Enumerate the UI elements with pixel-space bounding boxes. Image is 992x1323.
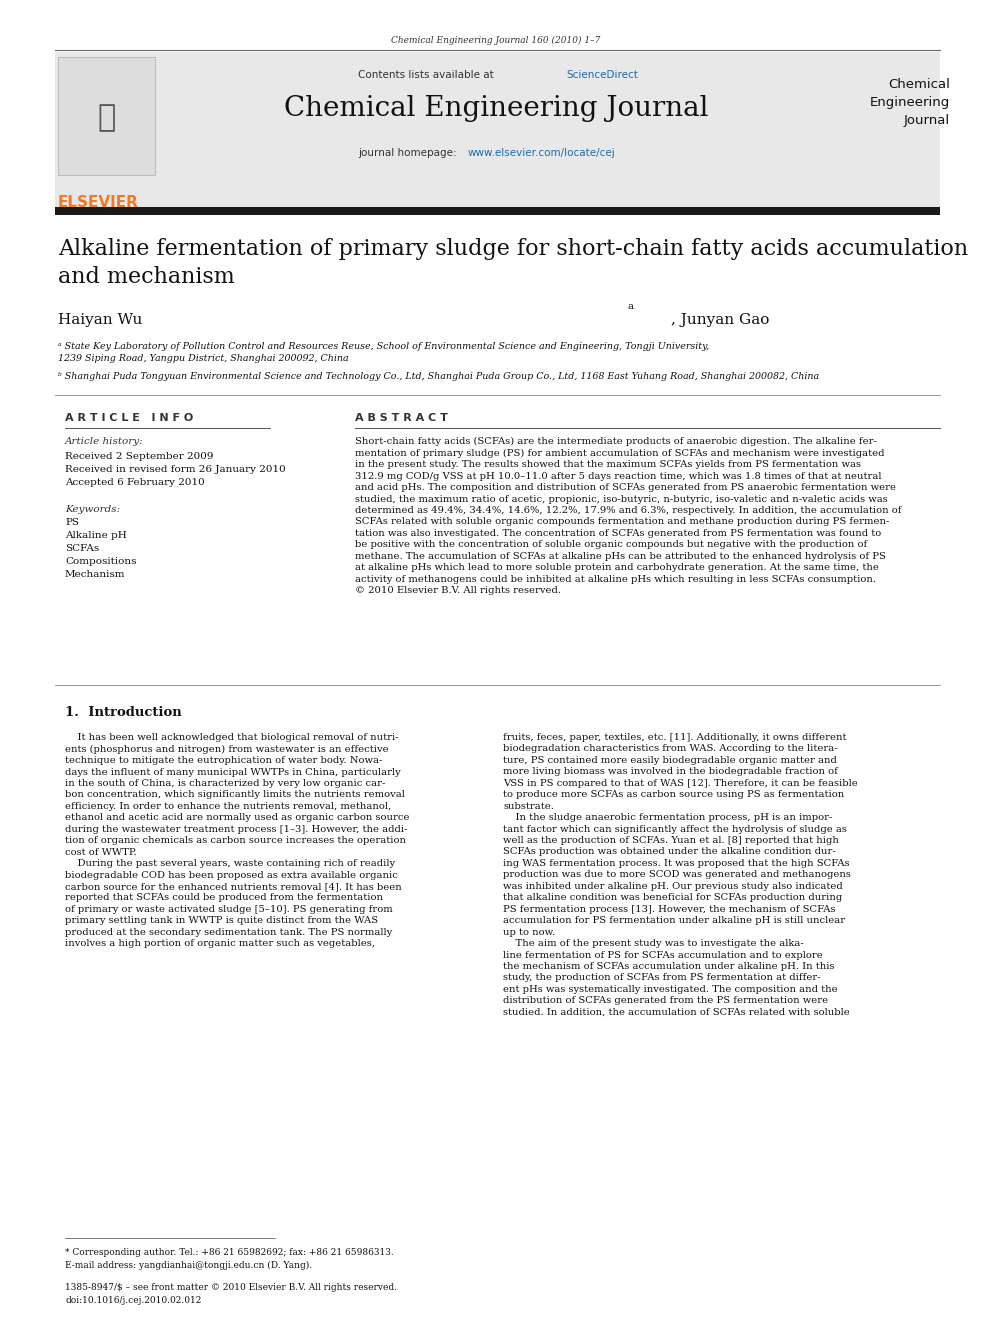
Text: Short-chain fatty acids (SCFAs) are the intermediate products of anaerobic diges: Short-chain fatty acids (SCFAs) are the …: [355, 437, 902, 595]
Text: ᵃ State Key Laboratory of Pollution Control and Resources Reuse, School of Envir: ᵃ State Key Laboratory of Pollution Cont…: [58, 343, 709, 363]
Text: ELSEVIER: ELSEVIER: [58, 194, 139, 210]
Text: 1385-8947/$ – see front matter © 2010 Elsevier B.V. All rights reserved.: 1385-8947/$ – see front matter © 2010 El…: [65, 1283, 397, 1293]
Text: Chemical Engineering Journal 160 (2010) 1–7: Chemical Engineering Journal 160 (2010) …: [391, 36, 601, 45]
Text: It has been well acknowledged that biological removal of nutri-
ents (phosphorus: It has been well acknowledged that biolo…: [65, 733, 410, 949]
Text: Compositions: Compositions: [65, 557, 137, 566]
Text: fruits, feces, paper, textiles, etc. [11]. Additionally, it owns different
biode: fruits, feces, paper, textiles, etc. [11…: [503, 733, 858, 1017]
Text: Alkaline pH: Alkaline pH: [65, 531, 127, 540]
Text: Accepted 6 February 2010: Accepted 6 February 2010: [65, 478, 204, 487]
Text: E-mail address: yangdianhai@tongji.edu.cn (D. Yang).: E-mail address: yangdianhai@tongji.edu.c…: [65, 1261, 312, 1270]
Text: PS: PS: [65, 519, 79, 527]
FancyBboxPatch shape: [55, 52, 940, 210]
Text: Mechanism: Mechanism: [65, 570, 126, 579]
Text: Chemical Engineering Journal: Chemical Engineering Journal: [284, 95, 708, 122]
Text: www.elsevier.com/locate/cej: www.elsevier.com/locate/cej: [468, 148, 616, 157]
Text: a: a: [628, 303, 634, 311]
Text: , Junyan Gao: , Junyan Gao: [671, 314, 774, 327]
Text: SCFAs: SCFAs: [65, 544, 99, 553]
FancyBboxPatch shape: [58, 57, 155, 175]
Text: 1.  Introduction: 1. Introduction: [65, 706, 182, 718]
Text: ScienceDirect: ScienceDirect: [566, 70, 638, 79]
Text: Article history:: Article history:: [65, 437, 144, 446]
Text: Contents lists available at: Contents lists available at: [358, 70, 497, 79]
Text: A R T I C L E   I N F O: A R T I C L E I N F O: [65, 413, 193, 423]
Text: Keywords:: Keywords:: [65, 505, 120, 515]
Text: 🌲: 🌲: [98, 103, 116, 132]
Text: Chemical
Engineering
Journal: Chemical Engineering Journal: [870, 78, 950, 127]
Text: * Corresponding author. Tel.: +86 21 65982692; fax: +86 21 65986313.: * Corresponding author. Tel.: +86 21 659…: [65, 1248, 394, 1257]
Text: Received 2 September 2009: Received 2 September 2009: [65, 452, 213, 460]
Text: doi:10.1016/j.cej.2010.02.012: doi:10.1016/j.cej.2010.02.012: [65, 1297, 201, 1304]
Text: ᵇ Shanghai Puda Tongyuan Environmental Science and Technology Co., Ltd, Shanghai: ᵇ Shanghai Puda Tongyuan Environmental S…: [58, 372, 819, 381]
Text: Received in revised form 26 January 2010: Received in revised form 26 January 2010: [65, 464, 286, 474]
Text: journal homepage:: journal homepage:: [358, 148, 460, 157]
Text: A B S T R A C T: A B S T R A C T: [355, 413, 447, 423]
Text: Alkaline fermentation of primary sludge for short-chain fatty acids accumulation: Alkaline fermentation of primary sludge …: [58, 238, 968, 288]
FancyBboxPatch shape: [55, 206, 940, 216]
Text: Haiyan Wu: Haiyan Wu: [58, 314, 143, 327]
